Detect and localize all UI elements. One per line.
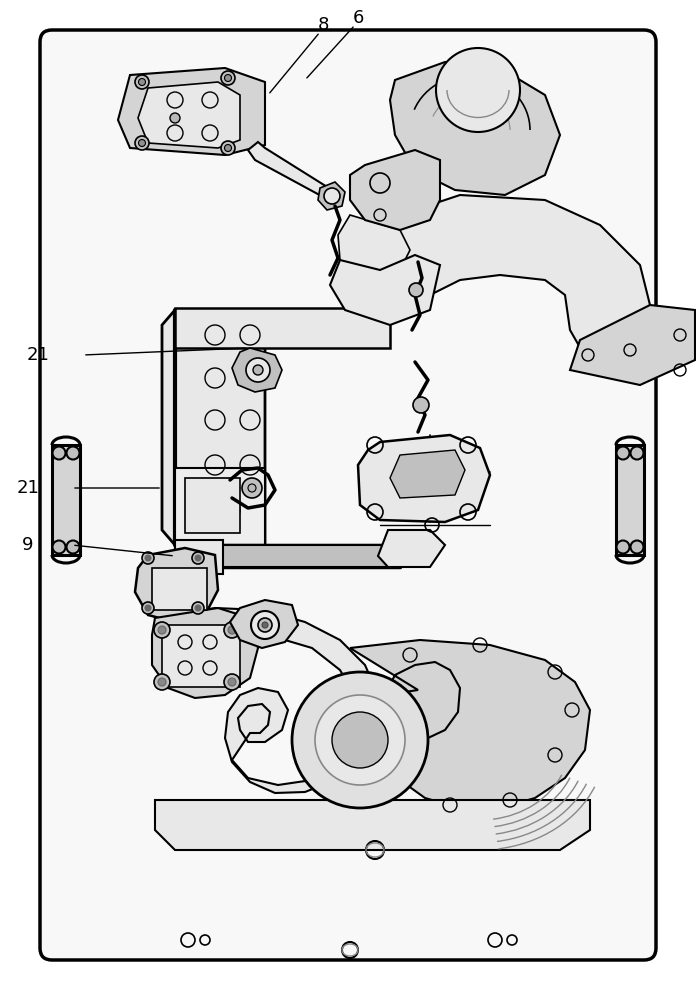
Circle shape [195, 555, 201, 561]
Polygon shape [230, 600, 298, 648]
Text: 21: 21 [17, 479, 40, 497]
Circle shape [225, 144, 232, 151]
Bar [52, 445, 80, 555]
Circle shape [224, 622, 240, 638]
Bar [616, 445, 644, 555]
FancyBboxPatch shape [40, 30, 656, 960]
Circle shape [221, 141, 235, 155]
Circle shape [145, 555, 151, 561]
Circle shape [158, 678, 166, 686]
Circle shape [154, 674, 170, 690]
Polygon shape [318, 182, 345, 210]
Polygon shape [118, 68, 265, 155]
Polygon shape [378, 530, 445, 567]
Bar [175, 540, 223, 574]
Circle shape [332, 712, 388, 768]
Bar [175, 545, 400, 567]
Polygon shape [355, 195, 650, 370]
Polygon shape [175, 308, 390, 348]
Circle shape [225, 75, 232, 82]
Circle shape [292, 672, 428, 808]
Circle shape [258, 618, 272, 632]
Polygon shape [358, 435, 490, 522]
Polygon shape [138, 82, 240, 148]
Circle shape [631, 446, 644, 460]
Bar [162, 625, 240, 687]
Circle shape [409, 283, 423, 297]
Circle shape [242, 478, 262, 498]
Circle shape [246, 358, 270, 382]
Text: 6: 6 [352, 9, 364, 27]
Text: 8: 8 [317, 16, 329, 34]
Polygon shape [135, 548, 218, 622]
Circle shape [617, 540, 629, 554]
Circle shape [145, 605, 151, 611]
Circle shape [224, 674, 240, 690]
Text: 21: 21 [26, 346, 49, 364]
Circle shape [170, 113, 180, 123]
Circle shape [251, 611, 279, 639]
Circle shape [253, 365, 263, 375]
Circle shape [192, 552, 204, 564]
Polygon shape [152, 608, 258, 698]
Circle shape [195, 605, 201, 611]
Circle shape [413, 397, 429, 413]
Polygon shape [350, 640, 590, 808]
Polygon shape [162, 310, 265, 545]
Circle shape [67, 446, 79, 460]
Circle shape [262, 622, 268, 628]
Polygon shape [338, 215, 410, 275]
Polygon shape [390, 62, 560, 195]
Polygon shape [155, 800, 590, 850]
Circle shape [139, 79, 145, 86]
Bar [152, 568, 207, 610]
Polygon shape [570, 305, 695, 385]
Circle shape [52, 446, 65, 460]
Circle shape [142, 602, 154, 614]
Circle shape [617, 446, 629, 460]
Circle shape [52, 540, 65, 554]
Polygon shape [175, 468, 265, 545]
Circle shape [228, 678, 236, 686]
Circle shape [315, 695, 405, 785]
Circle shape [67, 540, 79, 554]
Circle shape [436, 48, 520, 132]
Polygon shape [232, 348, 282, 392]
Polygon shape [390, 450, 465, 498]
Polygon shape [248, 142, 340, 205]
Polygon shape [155, 608, 378, 793]
Polygon shape [350, 150, 440, 230]
Polygon shape [330, 255, 440, 325]
Circle shape [192, 602, 204, 614]
Circle shape [324, 188, 340, 204]
Circle shape [248, 484, 256, 492]
Bar [185, 478, 240, 533]
Circle shape [154, 622, 170, 638]
Circle shape [135, 75, 149, 89]
Text: 9: 9 [22, 536, 33, 554]
Circle shape [135, 136, 149, 150]
Circle shape [139, 139, 145, 146]
Circle shape [228, 626, 236, 634]
Circle shape [221, 71, 235, 85]
Circle shape [631, 540, 644, 554]
Circle shape [158, 626, 166, 634]
Circle shape [142, 552, 154, 564]
